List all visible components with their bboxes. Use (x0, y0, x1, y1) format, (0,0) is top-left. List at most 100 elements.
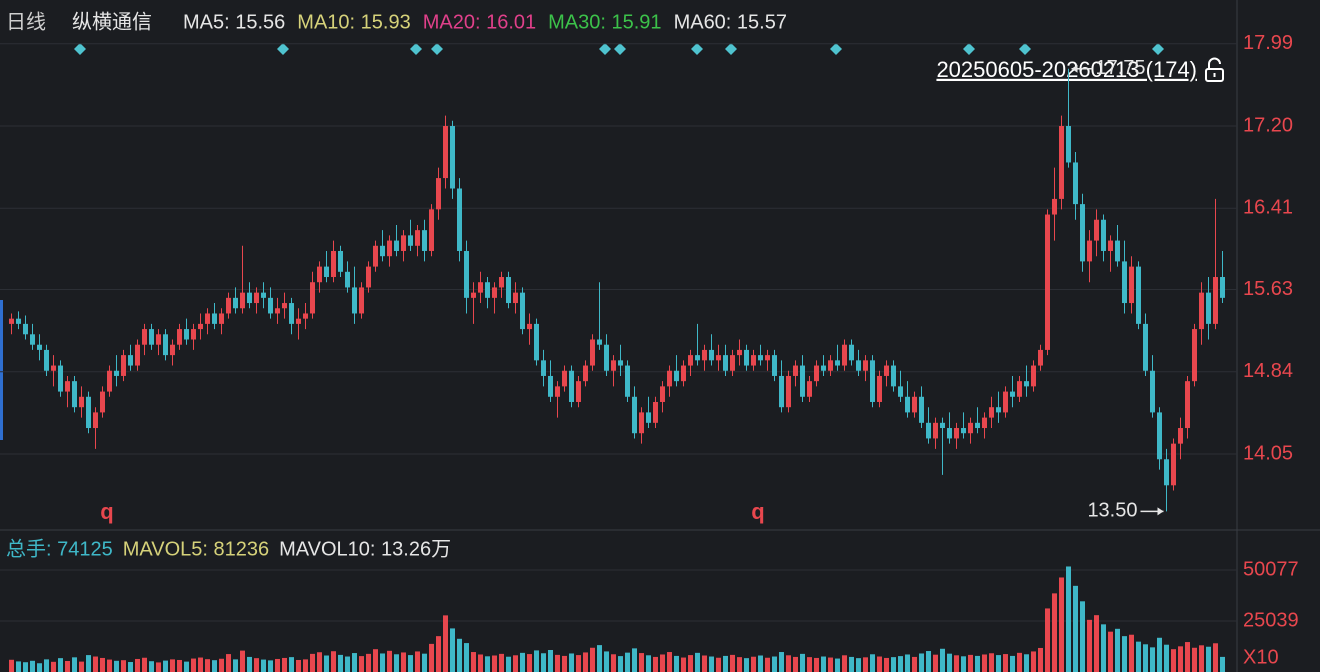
volume-bar (163, 660, 168, 672)
candle-body (954, 428, 959, 439)
volume-bar (324, 655, 329, 672)
volume-bar (156, 662, 161, 672)
candle-body (849, 344, 854, 361)
event-diamond (830, 43, 842, 55)
volume-bar (807, 657, 812, 672)
candle-body (765, 355, 770, 361)
volume-bar (849, 656, 854, 672)
candle-body (23, 323, 28, 335)
volume-bar (1136, 641, 1141, 672)
candle-body (492, 287, 497, 298)
candle-body (583, 365, 588, 382)
volume-bar (975, 655, 980, 672)
volume-bar (366, 653, 371, 672)
candle-body (359, 287, 364, 314)
candle-body (779, 375, 784, 408)
candle-body (93, 412, 98, 429)
edge-indicator (0, 300, 3, 440)
candle-body (338, 250, 343, 272)
candle-body (1129, 266, 1134, 304)
volume-bar (912, 656, 917, 672)
candle-body (1073, 162, 1078, 205)
volume-bar (296, 659, 301, 672)
volume-bar (422, 653, 427, 672)
volume-bar (58, 658, 63, 672)
candle-body (170, 344, 175, 356)
volume-bar (303, 659, 308, 672)
candle-body (289, 303, 294, 324)
candle-body (184, 329, 189, 340)
candle-body (576, 381, 581, 402)
candle-body (156, 334, 161, 345)
candle-body (1080, 204, 1085, 262)
y-tick-label: 15.63 (1243, 278, 1293, 300)
candle-body (548, 375, 553, 397)
volume-bar (506, 656, 511, 672)
volume-bar (548, 650, 553, 672)
volume-bar (604, 651, 609, 672)
volume-bar (352, 653, 357, 672)
stock-name: 纵横通信 (72, 10, 152, 33)
candle-body (877, 375, 882, 402)
candle-body (1003, 391, 1008, 413)
candle-body (1157, 412, 1162, 460)
candle-body (429, 209, 434, 251)
volume-bar (1031, 651, 1036, 672)
signal-marker: q (100, 499, 113, 524)
volume-bar (639, 653, 644, 672)
volume-bar (653, 656, 658, 672)
volume-bar (240, 650, 245, 672)
volume-bar (93, 656, 98, 672)
candle-body (856, 360, 861, 371)
volume-bar (674, 655, 679, 672)
candle-body (100, 391, 105, 413)
volume-bar (611, 654, 616, 672)
candle-body (828, 360, 833, 371)
candle-body (744, 349, 749, 366)
volume-bar (331, 651, 336, 672)
candle-body (1108, 240, 1113, 251)
high-arrow-head (1071, 64, 1078, 73)
volume-bar (1038, 647, 1043, 672)
candle-body (835, 360, 840, 366)
volume-bar (1192, 647, 1197, 672)
candle-body (1094, 219, 1099, 241)
volume-bar (555, 654, 560, 672)
candle-body (1171, 443, 1176, 486)
volume-bar (947, 653, 952, 672)
candle-body (233, 297, 238, 309)
volume-bar (1052, 593, 1057, 672)
volume-bar (1213, 643, 1218, 672)
candle-body (107, 370, 112, 392)
range-label[interactable]: 20250605-20260213 (174) (936, 57, 1197, 82)
candle-body (513, 292, 518, 304)
volume-bar (1178, 646, 1183, 672)
volume-bar (1101, 624, 1106, 672)
candle-body (149, 329, 154, 345)
volume-bar (989, 653, 994, 672)
volume-bar (1157, 637, 1162, 672)
candle-body (1136, 266, 1141, 324)
candle-body (324, 266, 329, 278)
volume-bar (212, 660, 217, 672)
volume-bar (618, 656, 623, 672)
candle-body (16, 318, 21, 324)
volume-bar (219, 658, 224, 672)
volume-indicator-label: MAVOL10: 13.26万 (279, 538, 451, 560)
lock-icon[interactable] (1205, 57, 1224, 82)
plot-area: 17.99 17.20 16.41 15.63 14.84 14.05 25039 50077… (0, 32, 1299, 672)
volume-bar (247, 656, 252, 672)
candle-body (457, 188, 462, 251)
period: 日线 (6, 10, 46, 33)
candle-body (1220, 277, 1225, 298)
volume-bar (821, 656, 826, 672)
volume-bar (1143, 644, 1148, 672)
candle-body (653, 401, 658, 423)
volume-bar (359, 656, 364, 672)
candle-body (1038, 349, 1043, 366)
event-diamond (691, 43, 703, 55)
volume-bar (632, 648, 637, 672)
volume-bar (793, 656, 798, 672)
volume-bar (149, 661, 154, 672)
